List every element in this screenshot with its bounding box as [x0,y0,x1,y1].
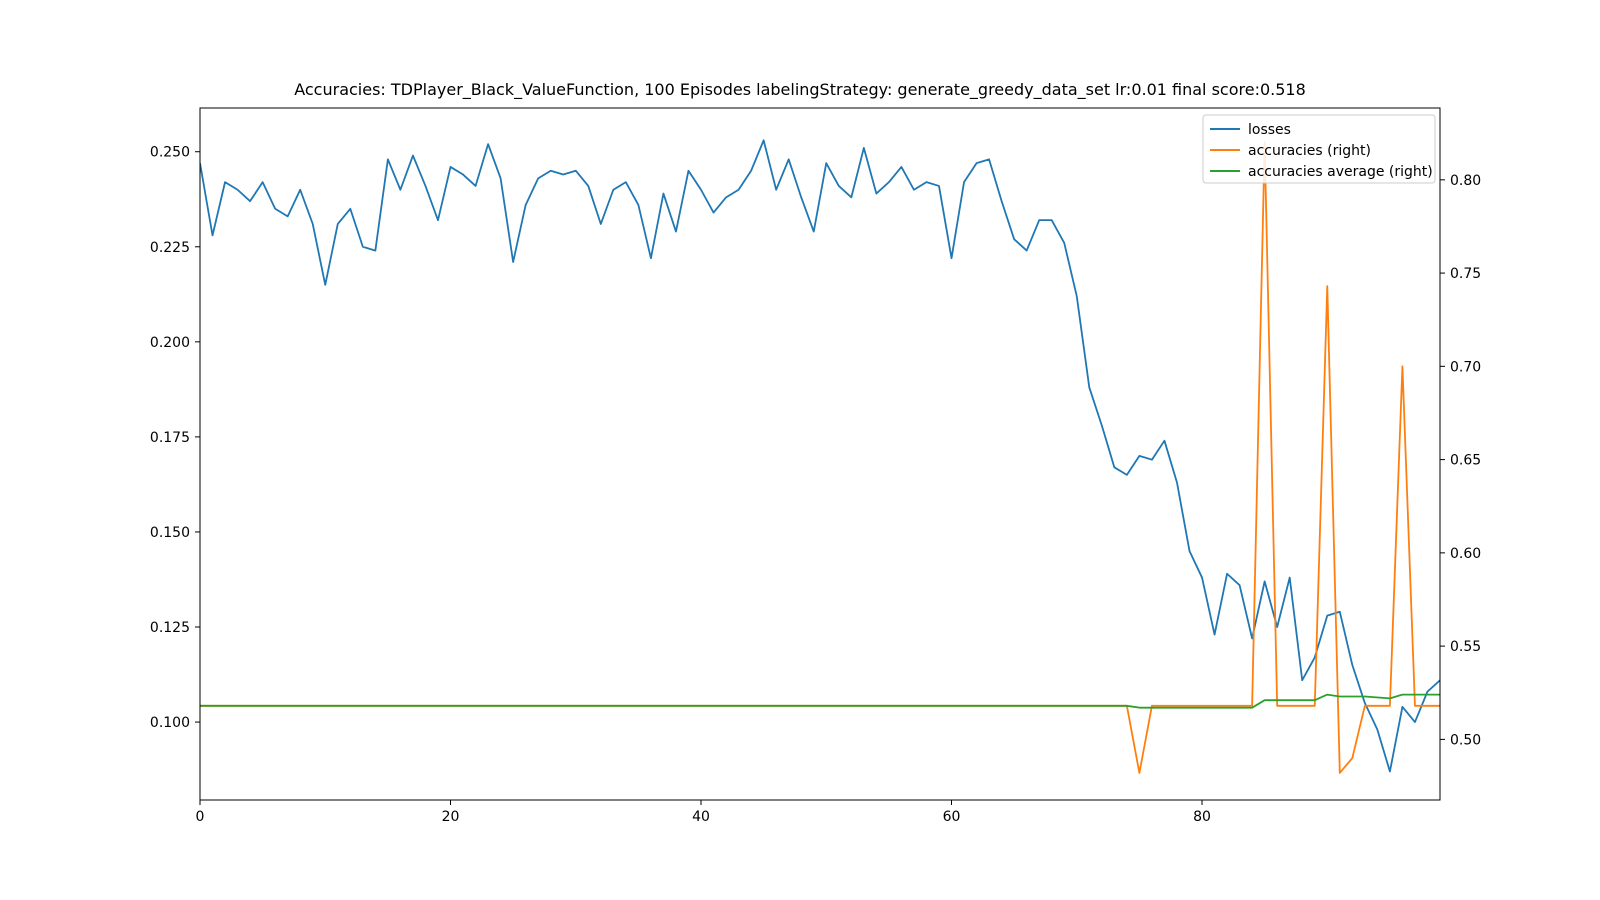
y-right-tick-label: 0.75 [1450,266,1481,282]
legend-label: accuracies average (right) [1248,164,1433,180]
y-left-tick-label: 0.225 [150,240,190,256]
legend-label: losses [1248,122,1291,138]
y-right-tick-label: 0.70 [1450,359,1481,375]
y-right-tick-label: 0.55 [1450,639,1481,655]
plot-frame [199,107,1441,801]
legend: losses accuracies (right) accuracies avera… [1202,114,1436,184]
y-right-tick-label: 0.60 [1450,546,1481,562]
y-right-tick-label: 0.65 [1450,453,1481,469]
y-right-tick-label: 0.50 [1450,732,1481,748]
axes-layer: 0 20 40 60 80 0.100 0.125 0.150 0.175 0.200 0.225 0… [150,107,1481,825]
y-right-tick-label: 0.80 [1450,173,1481,189]
series-layer [200,139,1440,774]
y-left-tick-label: 0.100 [150,715,190,731]
series-line-1 [200,141,1440,774]
legend-label: accuracies (right) [1248,143,1371,159]
series-line-2 [200,693,1440,709]
y-left-tick-label: 0.250 [150,145,190,161]
x-tick-label: 60 [943,809,961,825]
x-tick-label: 0 [196,809,205,825]
y-left-tick-label: 0.175 [150,430,190,446]
y-left-tick-label: 0.150 [150,525,190,541]
x-tick-label: 40 [692,809,710,825]
chart-title: Accuracies: TDPlayer_Black_ValueFunction… [294,80,1306,99]
legend-box [1202,114,1436,184]
x-tick-label: 80 [1193,809,1211,825]
series-line-0 [200,139,1440,773]
x-tick-label: 20 [442,809,460,825]
y-left-tick-label: 0.125 [150,620,190,636]
y-left-tick-label: 0.200 [150,335,190,351]
